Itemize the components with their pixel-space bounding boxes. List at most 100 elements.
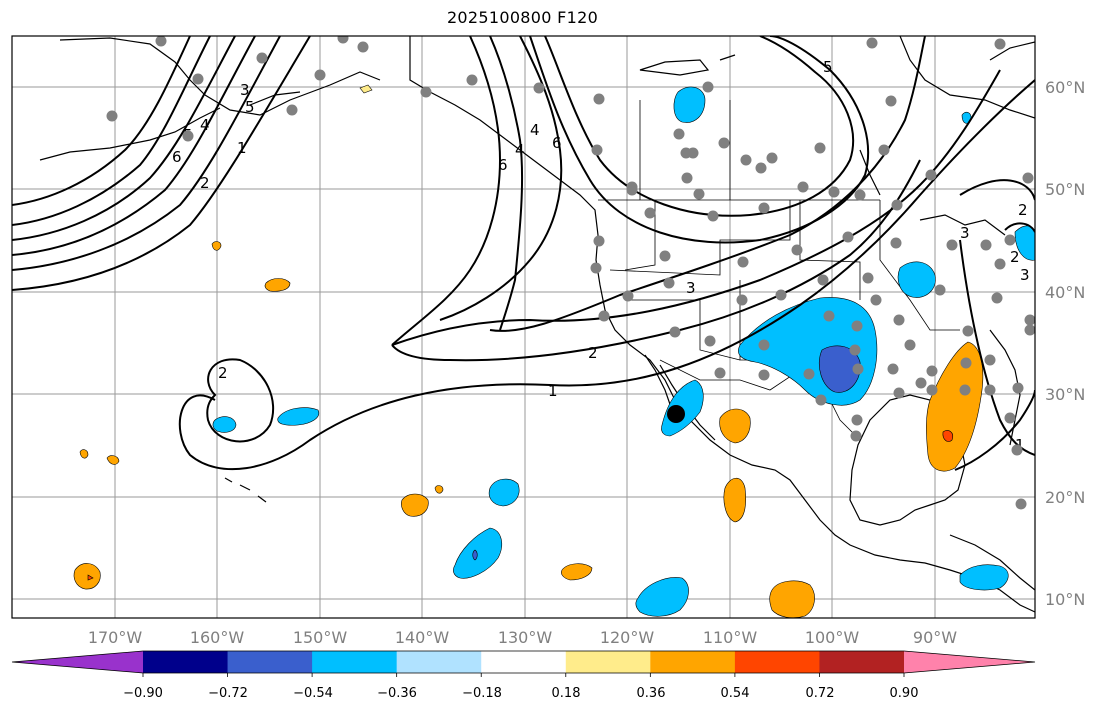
station-dot: [702, 81, 714, 93]
contour-label: 3: [686, 279, 696, 297]
colorbar-tick-label: −0.18: [462, 686, 502, 701]
station-dot: [823, 310, 835, 322]
lat-label: 20°N: [1045, 488, 1085, 507]
contour-label: 2: [200, 174, 210, 192]
colorbar-tick-label: −0.90: [123, 686, 163, 701]
station-dot: [797, 181, 809, 193]
colorbar-tick-label: −0.72: [208, 686, 248, 701]
station-dot: [740, 154, 752, 166]
lon-label: 170°W: [88, 628, 143, 647]
map-frame: [11, 35, 1036, 619]
contour-label: 4: [200, 116, 210, 134]
contour-label: 6: [172, 148, 182, 166]
lon-label: 120°W: [600, 628, 655, 647]
station-dot: [673, 128, 685, 140]
station-dot: [590, 262, 602, 274]
lon-label: 100°W: [805, 628, 860, 647]
station-dot: [891, 199, 903, 211]
shaded-field: [73, 84, 1035, 618]
colorbar-tick-labels: −0.90 −0.72 −0.54 −0.36 −0.18 0.18 0.36 …: [123, 686, 918, 701]
station-dot: [870, 294, 882, 306]
station-dot: [533, 82, 545, 94]
station-dot: [959, 384, 971, 396]
station-dot: [851, 414, 863, 426]
station-dot: [622, 290, 634, 302]
map-title: 2025100800 F120: [446, 8, 599, 27]
station-dots: [106, 36, 1035, 510]
station-dot: [984, 384, 996, 396]
station-dot: [1022, 172, 1034, 184]
station-dot: [991, 292, 1003, 304]
map-panel: [12, 36, 1035, 618]
station-dot: [704, 335, 716, 347]
station-dot: [687, 147, 699, 159]
colorbar-segment: [143, 651, 229, 673]
colorbar-segment: [650, 651, 736, 673]
lat-label: 30°N: [1045, 385, 1085, 404]
station-dot: [775, 289, 787, 301]
colorbar-segment: [734, 651, 820, 673]
station-dot: [758, 202, 770, 214]
contour-label: 6: [552, 134, 562, 152]
station-dot: [1024, 324, 1035, 336]
station-dot: [854, 189, 866, 201]
colorbar-segment: [227, 651, 313, 673]
station-dot: [814, 142, 826, 154]
station-dot: [466, 74, 478, 86]
station-dot: [828, 186, 840, 198]
longitude-labels: 170°W 160°W 150°W 140°W 130°W 120°W 110°…: [88, 628, 957, 647]
station-dot: [994, 258, 1006, 270]
station-dot: [707, 210, 719, 222]
lat-label: 60°N: [1045, 78, 1085, 97]
colorbar-tick-label: 0.72: [806, 686, 835, 701]
highlight-marker: [667, 405, 685, 423]
lon-label: 130°W: [498, 628, 553, 647]
station-dot: [850, 430, 862, 442]
colorbar-segment: [565, 651, 651, 673]
station-dot: [934, 284, 946, 296]
contour-label: 3: [960, 224, 970, 242]
station-dot: [1012, 382, 1024, 394]
station-dot: [885, 95, 897, 107]
colorbar-tick-label: −0.54: [293, 686, 333, 701]
station-dot: [849, 344, 861, 356]
lat-label: 40°N: [1045, 283, 1085, 302]
lat-label: 10°N: [1045, 590, 1085, 609]
colorbar-segment: [819, 651, 905, 673]
contour-label: 2: [1018, 201, 1028, 219]
station-dot: [593, 235, 605, 247]
station-dot: [817, 274, 829, 286]
colorbar-segment: [312, 651, 398, 673]
station-dot: [890, 237, 902, 249]
contour-label: 1: [1015, 436, 1025, 454]
station-dot: [644, 207, 656, 219]
station-dot: [155, 36, 167, 47]
contour-label: 3: [1020, 266, 1030, 284]
station-dot: [851, 320, 863, 332]
contour-label: 5: [823, 58, 833, 76]
station-dot: [182, 130, 194, 142]
colorbar: [11, 650, 1036, 677]
lon-label: 110°W: [703, 628, 758, 647]
station-dot: [1024, 314, 1035, 326]
station-dot: [758, 369, 770, 381]
station-dot: [803, 368, 815, 380]
station-dot: [766, 152, 778, 164]
station-dot: [893, 387, 905, 399]
coastlines: [39, 36, 1035, 613]
colorbar-extend-high: [904, 651, 1035, 673]
station-dot: [1015, 498, 1027, 510]
station-dot: [736, 294, 748, 306]
colorbar-tick-label: −0.36: [377, 686, 417, 701]
colorbar-tick-label: 0.54: [721, 686, 750, 701]
contour-label: 2: [218, 364, 228, 382]
contour-label: 2: [1010, 248, 1020, 266]
station-dot: [904, 339, 916, 351]
lat-label: 50°N: [1045, 180, 1085, 199]
station-dot: [878, 144, 890, 156]
contour-label: 4: [530, 121, 540, 139]
lon-label: 140°W: [395, 628, 450, 647]
lon-label: 90°W: [913, 628, 957, 647]
station-dot: [926, 365, 938, 377]
